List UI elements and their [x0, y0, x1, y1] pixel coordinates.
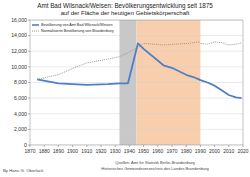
y-tick-label: 10,000 — [11, 64, 27, 70]
x-tick-label: 1940 — [124, 148, 135, 154]
legend: Bevölkerung von Amt Bad Wilsnack/Weisen N… — [32, 23, 114, 33]
x-tick-label: 1900 — [67, 148, 78, 154]
x-tick-label: 1980 — [181, 148, 192, 154]
x-tick-label: 1880 — [39, 148, 50, 154]
x-tick-label: 1870 — [24, 148, 35, 154]
legend-swatch — [32, 31, 39, 32]
y-tick-label: 12,000 — [11, 48, 27, 54]
x-tick-label: 1920 — [95, 148, 106, 154]
legend-label: Bevölkerung von Amt Bad Wilsnack/Weisen — [41, 23, 112, 27]
x-tick-label: 1990 — [195, 148, 206, 154]
y-tick-label: 6,000 — [14, 95, 27, 101]
x-tick-label: 2020 — [237, 148, 248, 154]
y-tick — [28, 51, 30, 52]
y-tick-label: 2,000 — [14, 126, 27, 132]
y-tick — [28, 113, 30, 114]
y-tick — [28, 66, 30, 67]
x-tick-label: 1950 — [138, 148, 149, 154]
y-tick-label: 4,000 — [14, 111, 27, 117]
grid-line — [30, 98, 243, 99]
series-line — [37, 43, 241, 98]
x-tick-label: 2010 — [223, 148, 234, 154]
x-tick-label: 1890 — [53, 148, 64, 154]
legend-swatch — [32, 24, 39, 26]
y-tick — [28, 98, 30, 99]
y-tick-label: 14,000 — [11, 32, 27, 38]
subtitle: auf der Fläche der heutigen Gebietskörpe… — [61, 10, 190, 16]
y-tick-label: 16,000 — [11, 17, 27, 23]
y-tick — [28, 35, 30, 36]
y-tick-label: 8,000 — [14, 79, 27, 85]
source: Quellen: Amt für Statistik Berlin-Brande… — [115, 160, 195, 165]
author: By Hans G. Oberlack — [3, 168, 44, 173]
grid-line — [30, 35, 243, 36]
grid-line — [30, 113, 243, 114]
title: Amt Bad Wilsnack/Weisen: Bevölkerungsent… — [37, 2, 213, 10]
y-tick — [28, 82, 30, 83]
grid-line — [30, 66, 243, 67]
grid-line — [30, 129, 243, 130]
x-tick-label: 1930 — [110, 148, 121, 154]
x-tick-label: 1910 — [81, 148, 92, 154]
x-tick-label: 1960 — [152, 148, 163, 154]
x-tick-label: 1970 — [166, 148, 177, 154]
y-tick — [28, 145, 30, 146]
chart: Amt Bad Wilsnack/Weisen: Bevölkerungsent… — [0, 0, 250, 177]
y-tick — [28, 20, 30, 21]
source: Historisches Gemeindeverzeichnis des Lan… — [101, 166, 208, 171]
x-tick-label: 2000 — [209, 148, 220, 154]
series-line — [37, 42, 241, 79]
y-tick — [28, 129, 30, 130]
legend-label: Normalisierte Bevölkerung von Brandenbur… — [41, 29, 114, 33]
plot-frame — [30, 20, 243, 145]
plot-area — [30, 20, 243, 145]
